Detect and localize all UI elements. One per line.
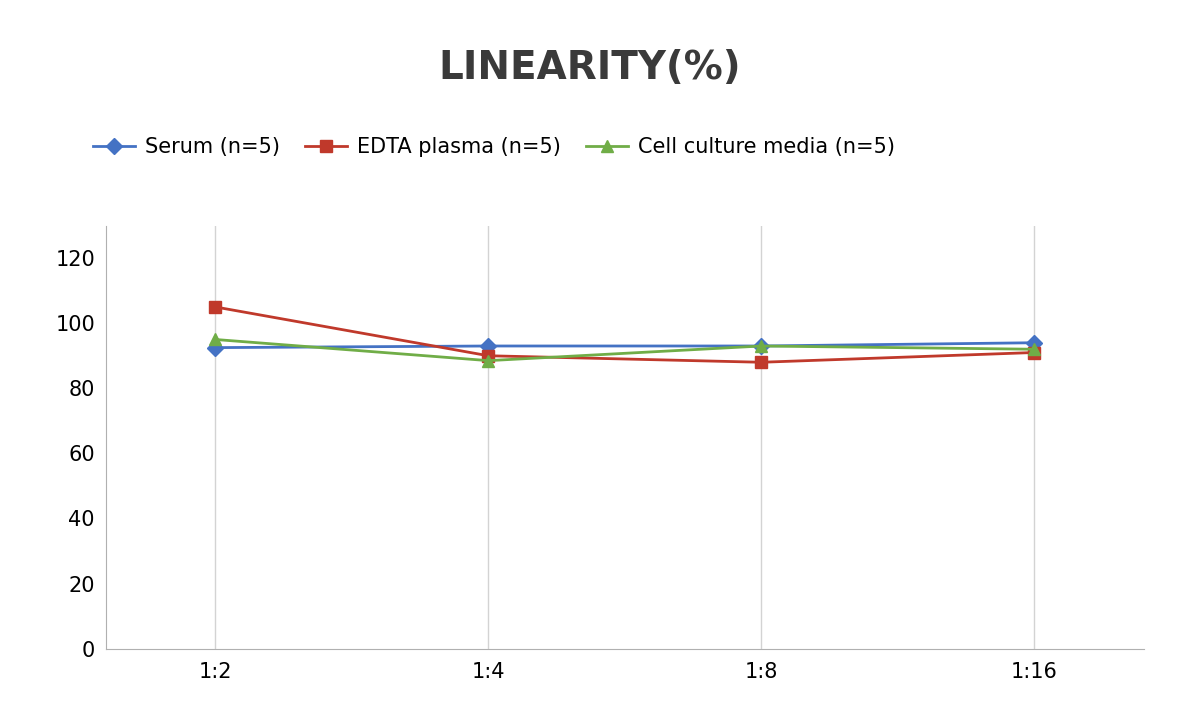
Serum (n=5)	[209, 343, 223, 352]
Line: Serum (n=5): Serum (n=5)	[210, 337, 1040, 353]
EDTA plasma (n=5)	[755, 358, 769, 367]
Text: LINEARITY(%): LINEARITY(%)	[439, 49, 740, 87]
Cell culture media (n=5)	[1027, 345, 1041, 353]
Cell culture media (n=5)	[755, 342, 769, 350]
EDTA plasma (n=5)	[1027, 348, 1041, 357]
Serum (n=5)	[755, 342, 769, 350]
Cell culture media (n=5)	[481, 357, 495, 365]
Line: EDTA plasma (n=5): EDTA plasma (n=5)	[210, 302, 1040, 368]
Serum (n=5)	[1027, 338, 1041, 347]
Serum (n=5)	[481, 342, 495, 350]
EDTA plasma (n=5)	[481, 352, 495, 360]
EDTA plasma (n=5)	[209, 302, 223, 311]
Line: Cell culture media (n=5): Cell culture media (n=5)	[209, 333, 1041, 367]
Cell culture media (n=5)	[209, 336, 223, 344]
Legend: Serum (n=5), EDTA plasma (n=5), Cell culture media (n=5): Serum (n=5), EDTA plasma (n=5), Cell cul…	[93, 137, 895, 157]
